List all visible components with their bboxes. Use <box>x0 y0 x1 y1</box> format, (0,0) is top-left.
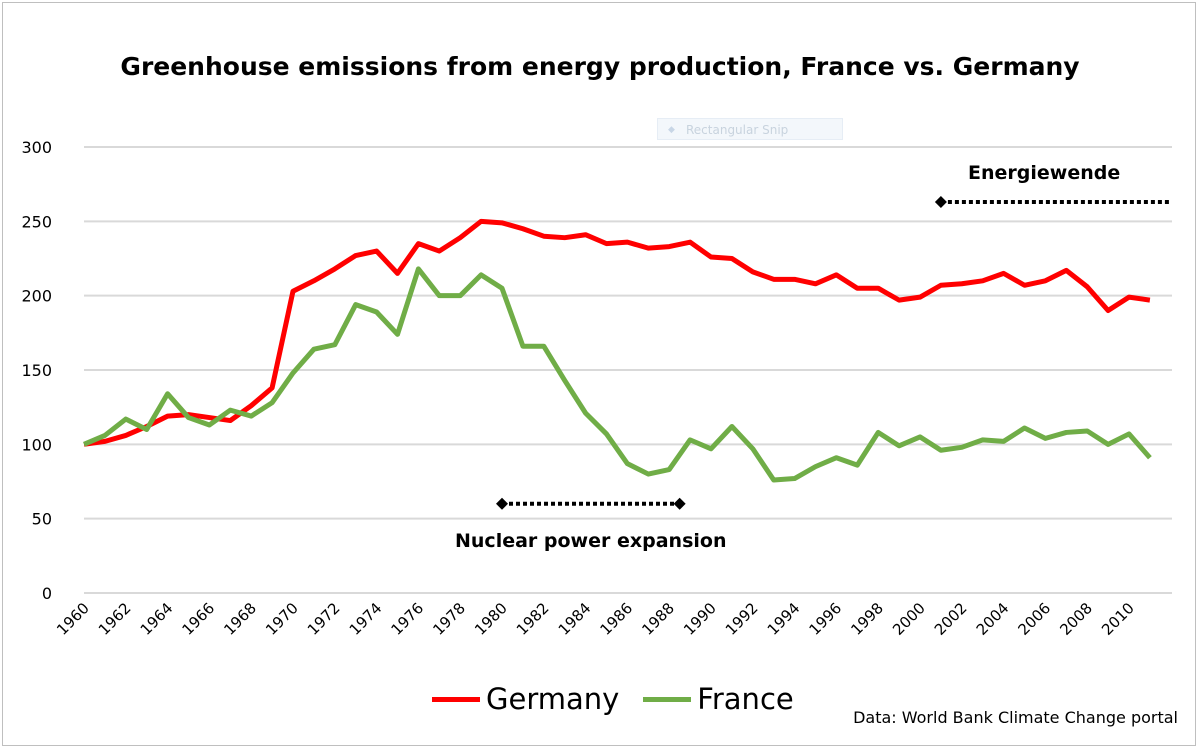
y-tick-label: 100 <box>21 435 52 454</box>
x-tick-label: 2010 <box>1098 599 1138 639</box>
legend: Germany France <box>432 682 818 716</box>
x-tick-label: 1988 <box>638 599 678 639</box>
x-tick-label: 1974 <box>346 599 386 639</box>
rectangular-snip-overlay: Rectangular Snip <box>657 118 843 141</box>
x-tick-label: 1972 <box>304 599 344 639</box>
x-tick-label: 1966 <box>178 599 218 639</box>
x-tick-label: 1982 <box>513 599 553 639</box>
chart-title: Greenhouse emissions from energy product… <box>120 52 1080 81</box>
legend-label-germany: Germany <box>486 682 620 716</box>
x-tick-label: 2006 <box>1014 599 1054 639</box>
x-tick-label: 2008 <box>1056 599 1096 639</box>
annotation-energiewende: Energiewende <box>968 162 1120 184</box>
y-tick-label: 250 <box>21 212 52 231</box>
series-line-germany <box>83 218 1151 447</box>
x-tick-label: 1980 <box>471 599 511 639</box>
y-tick-label: 50 <box>32 510 52 529</box>
x-tick-label: 1968 <box>220 599 260 639</box>
x-tick-label: 1994 <box>764 599 804 639</box>
x-tick-label: 1970 <box>262 599 302 639</box>
x-tick-label: 1976 <box>387 599 427 639</box>
annotation-nuclear-expansion: Nuclear power expansion <box>455 530 726 552</box>
x-tick-label: 1996 <box>805 599 845 639</box>
x-tick-label: 1962 <box>95 599 135 639</box>
x-tick-label: 1998 <box>847 599 887 639</box>
x-tick-label: 2002 <box>931 599 971 639</box>
x-tick-label: 2004 <box>973 599 1013 639</box>
x-tick-label: 1964 <box>137 599 177 639</box>
x-tick-label: 1978 <box>429 599 469 639</box>
annotation-diamond-marker <box>673 497 686 510</box>
y-tick-label: 0 <box>42 584 52 603</box>
legend-item-france: France <box>643 682 794 716</box>
legend-item-germany: Germany <box>432 682 619 716</box>
legend-swatch-france <box>643 696 692 702</box>
x-tick-label: 1986 <box>596 599 636 639</box>
x-tick-label: 2000 <box>889 599 929 639</box>
annotation-diamond-marker <box>496 497 508 510</box>
source-note: Data: World Bank Climate Change portal <box>853 708 1178 727</box>
legend-swatch-germany <box>432 696 480 702</box>
annotation-diamond-marker <box>934 196 947 209</box>
y-tick-label: 200 <box>21 287 52 306</box>
legend-label-france: France <box>697 682 794 716</box>
y-tick-label: 300 <box>21 138 52 157</box>
x-tick-label: 1990 <box>680 599 720 639</box>
y-tick-label: 150 <box>21 361 52 380</box>
series-line-france <box>83 266 1152 483</box>
x-tick-label: 1992 <box>722 599 762 639</box>
x-tick-label: 1984 <box>555 599 595 639</box>
x-tick-label: 1960 <box>53 599 93 639</box>
